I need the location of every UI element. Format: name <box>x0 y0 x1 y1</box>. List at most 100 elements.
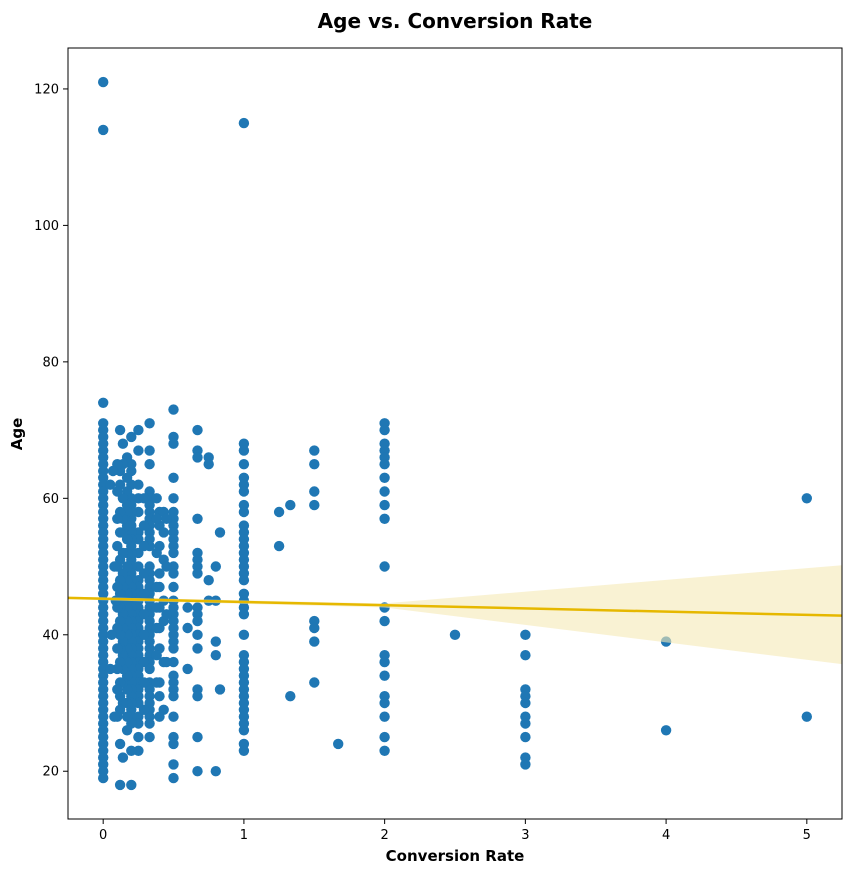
data-point <box>138 540 150 552</box>
data-point <box>114 779 126 791</box>
y-tick-label: 60 <box>42 492 59 507</box>
data-point <box>121 472 133 483</box>
data-point <box>379 561 390 572</box>
data-point <box>192 424 203 436</box>
data-point <box>138 588 150 599</box>
regression-line <box>68 596 842 617</box>
data-point <box>379 472 390 483</box>
data-point <box>379 424 390 436</box>
data-point <box>114 738 126 750</box>
data-point <box>154 568 165 579</box>
data-point <box>309 459 320 470</box>
data-point <box>168 772 179 784</box>
data-point <box>203 459 214 470</box>
y-tick-label: 20 <box>42 765 59 780</box>
data-point <box>520 731 531 743</box>
data-point <box>379 499 390 511</box>
data-point <box>238 486 250 497</box>
data-point <box>112 643 123 654</box>
data-point <box>192 568 203 579</box>
x-tick-label: 4 <box>662 828 670 843</box>
data-point <box>138 704 150 715</box>
data-point <box>98 76 109 88</box>
data-point <box>138 609 150 620</box>
data-point <box>660 725 672 736</box>
data-point <box>379 711 390 722</box>
data-point <box>144 459 155 470</box>
data-point <box>109 711 120 722</box>
data-point <box>126 431 137 443</box>
data-point <box>98 124 109 136</box>
data-point <box>379 513 390 524</box>
data-point <box>168 581 179 593</box>
data-point <box>151 581 162 593</box>
data-point <box>210 766 221 777</box>
data-point <box>168 472 179 483</box>
data-point <box>309 636 320 647</box>
data-point <box>210 636 221 647</box>
data-point <box>238 725 250 736</box>
data-point <box>151 493 162 504</box>
data-point <box>151 677 162 688</box>
data-point <box>238 575 250 586</box>
data-point <box>210 561 221 572</box>
data-point <box>182 663 193 675</box>
data-point <box>285 499 296 511</box>
data-point <box>379 670 390 681</box>
data-point <box>112 540 123 552</box>
data-point <box>309 445 320 456</box>
data-point <box>144 731 155 743</box>
data-point <box>112 581 123 593</box>
data-point <box>98 397 109 408</box>
data-point <box>182 622 193 634</box>
data-point <box>107 465 119 477</box>
data-point <box>309 677 320 688</box>
data-point <box>192 615 203 627</box>
data-point <box>105 479 116 490</box>
x-tick-label: 0 <box>99 828 107 843</box>
data-point <box>238 609 250 620</box>
data-point <box>168 711 179 722</box>
confidence-band <box>68 565 842 665</box>
data-point <box>210 650 221 661</box>
data-point <box>151 602 162 613</box>
data-point <box>238 445 250 456</box>
y-axis-label: Age <box>8 418 26 451</box>
data-point <box>192 452 203 463</box>
data-point <box>520 718 531 729</box>
data-point <box>182 602 193 613</box>
data-point <box>168 691 179 702</box>
data-point <box>133 731 144 743</box>
data-point <box>121 711 133 722</box>
data-point <box>449 629 461 640</box>
data-point <box>154 691 165 702</box>
chart-title: Age vs. Conversion Rate <box>318 9 593 33</box>
data-point <box>151 650 162 661</box>
x-tick-label: 1 <box>240 828 248 843</box>
data-point <box>151 513 162 524</box>
data-point <box>138 677 150 688</box>
data-point <box>158 527 169 538</box>
data-point <box>801 711 812 722</box>
data-point <box>520 759 531 770</box>
data-point <box>106 629 117 640</box>
data-point <box>133 445 144 456</box>
data-point <box>144 418 155 429</box>
data-point <box>168 493 179 504</box>
data-point <box>520 629 531 640</box>
data-point <box>117 438 129 449</box>
data-point <box>520 697 531 709</box>
data-point <box>238 506 250 518</box>
data-point <box>379 656 390 668</box>
x-tick-label: 5 <box>803 828 811 843</box>
data-point <box>117 752 129 763</box>
data-point <box>158 704 169 715</box>
data-point <box>168 547 179 559</box>
data-point <box>168 759 179 770</box>
plot-area <box>68 76 842 791</box>
y-tick-label: 40 <box>42 628 59 643</box>
data-point <box>309 486 320 497</box>
data-point <box>121 725 133 736</box>
data-point <box>138 493 150 504</box>
data-point <box>214 684 226 695</box>
